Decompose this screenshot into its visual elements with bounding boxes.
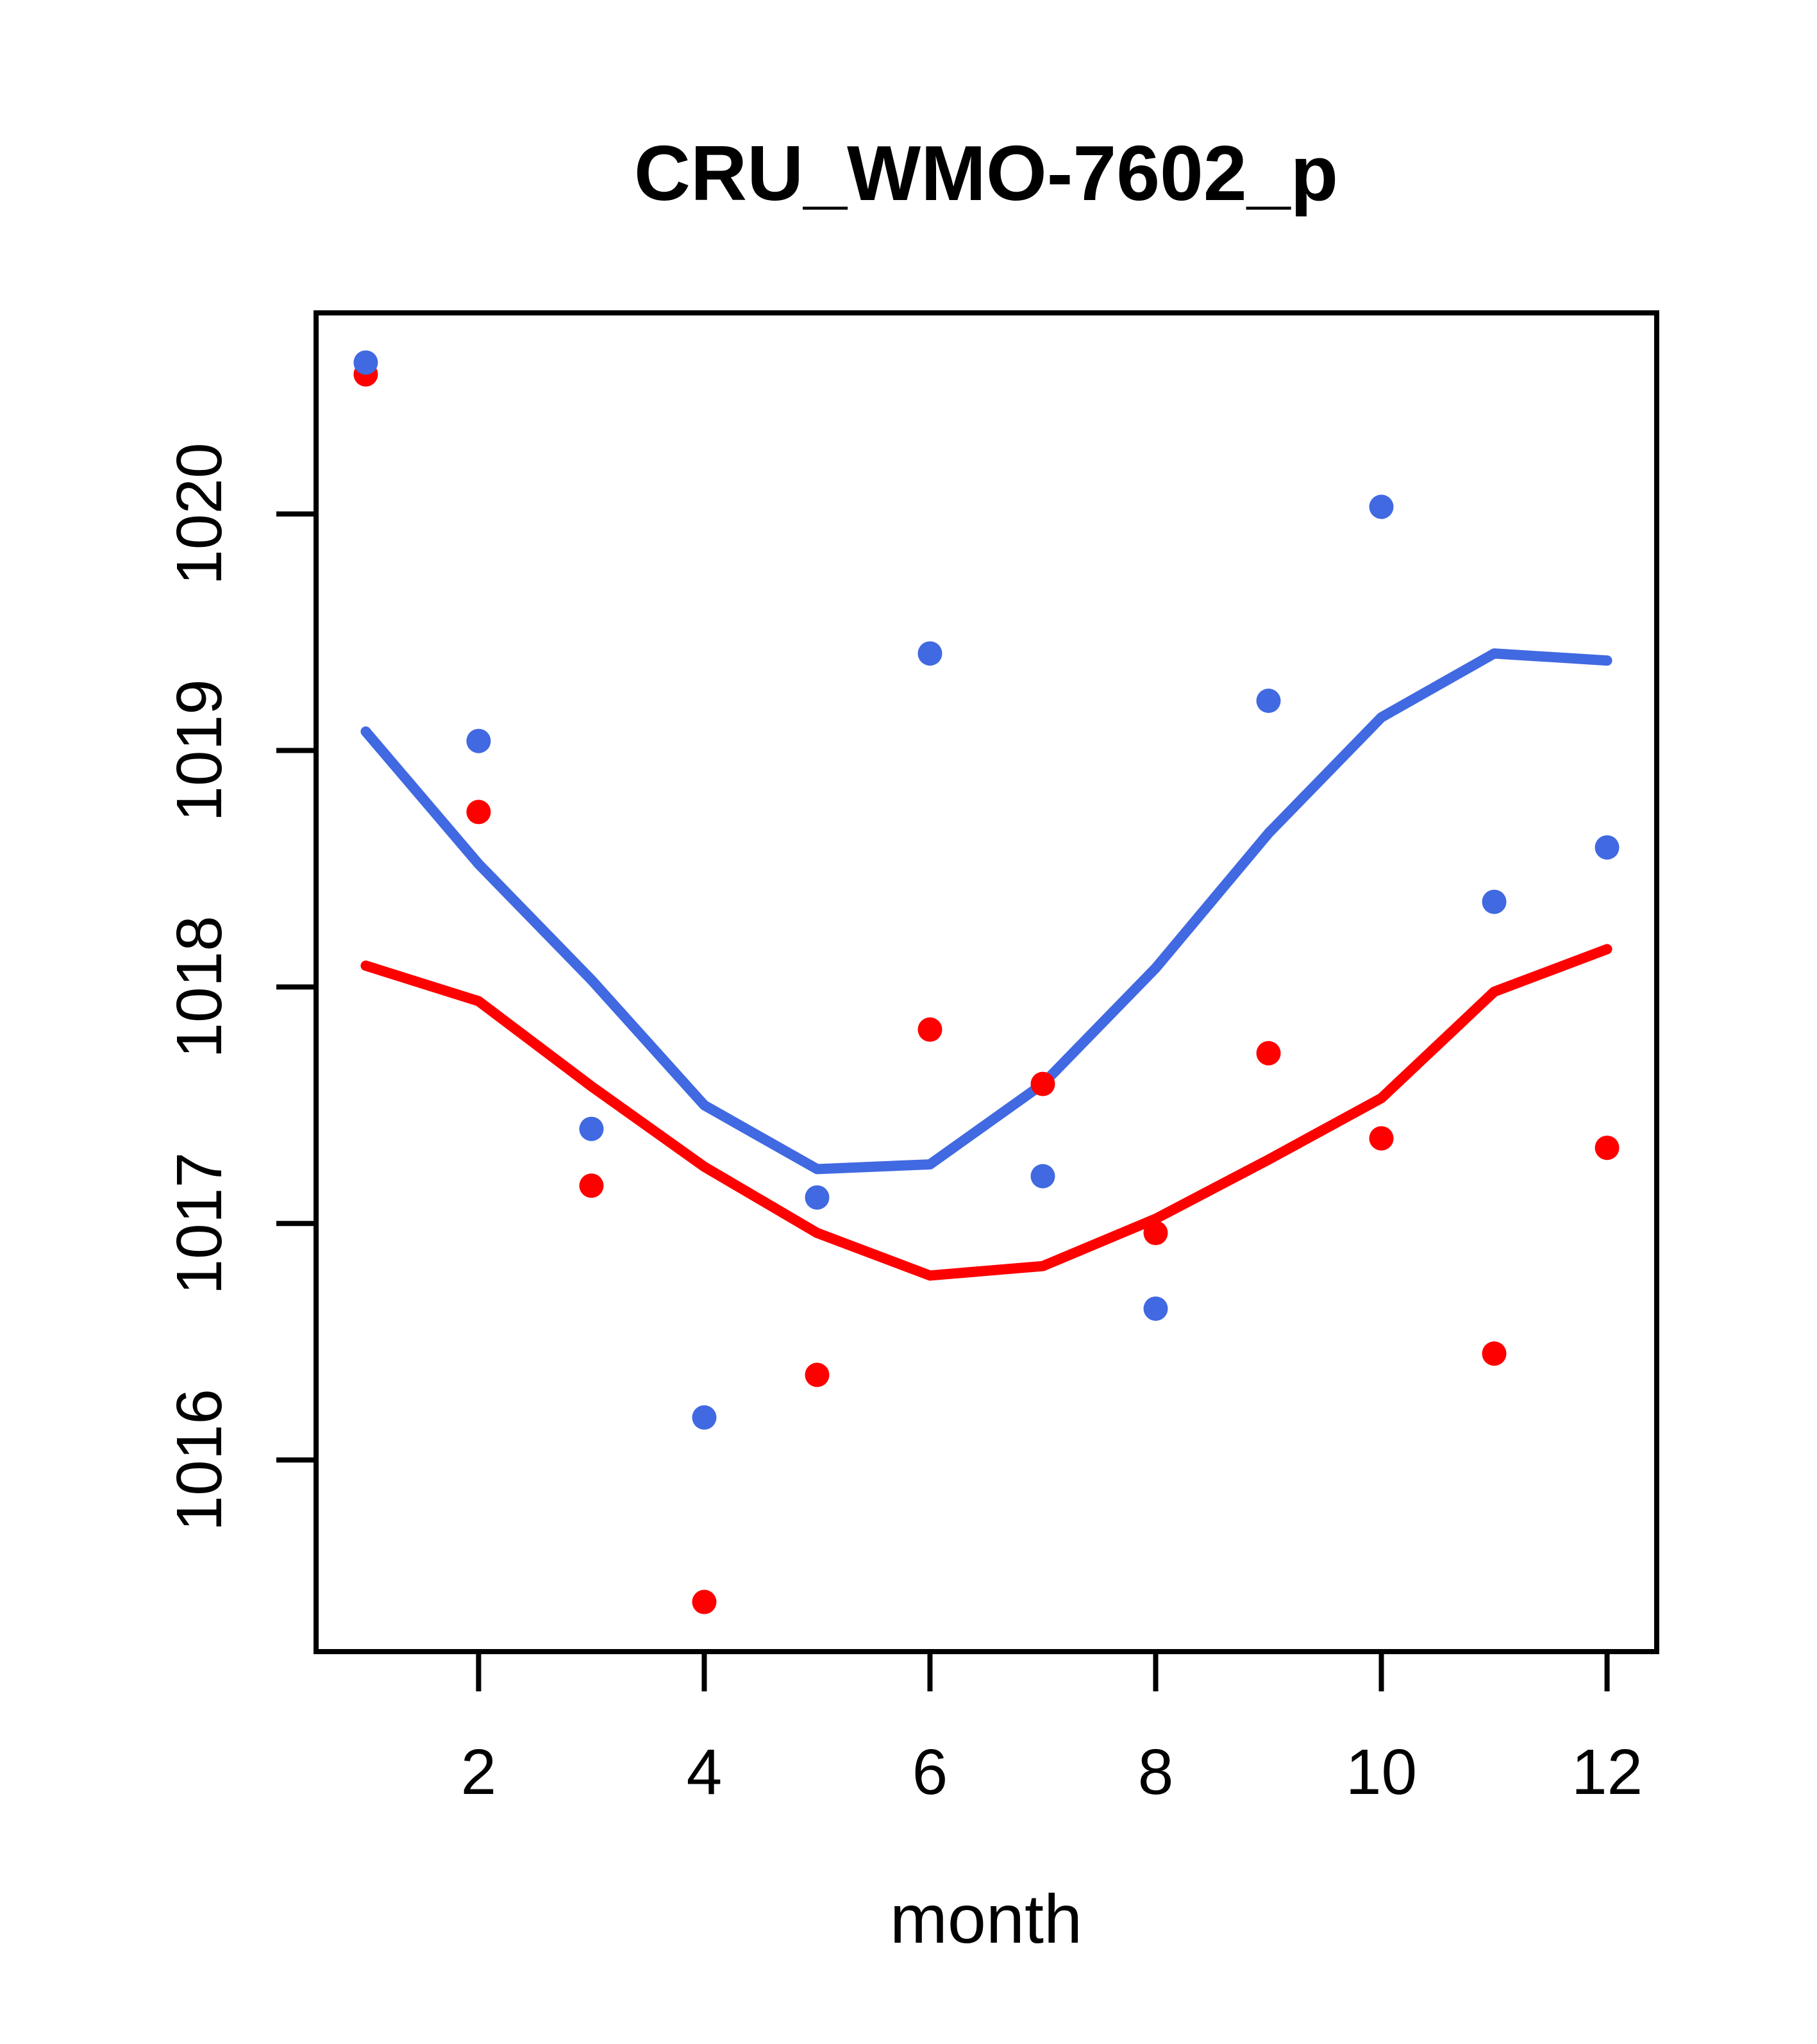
red-points-point <box>1482 1341 1507 1366</box>
x-tick-label: 6 <box>912 1736 948 1808</box>
chart-title: CRU_WMO-7602_p <box>634 130 1338 217</box>
x-tick-label: 4 <box>687 1736 723 1808</box>
red-points-point <box>805 1362 830 1387</box>
blue-points-point <box>1143 1296 1168 1321</box>
x-tick-label: 8 <box>1138 1736 1174 1808</box>
x-tick-label: 12 <box>1571 1736 1643 1808</box>
plot-box <box>314 310 1659 1654</box>
blue-points-point <box>579 1116 604 1141</box>
blue-points-point <box>917 641 942 666</box>
red-points-point <box>692 1589 717 1614</box>
red-points-point <box>1256 1041 1281 1066</box>
red-points-point <box>579 1173 604 1198</box>
red-smooth-line <box>360 944 1612 1281</box>
blue-points-point <box>1256 689 1281 714</box>
red-points-point <box>1143 1221 1168 1246</box>
blue-smooth-line <box>360 648 1612 1175</box>
blue-points-point <box>466 728 491 753</box>
x-tick-label: 2 <box>461 1736 497 1808</box>
x-tick-label: 10 <box>1346 1736 1417 1808</box>
y-tick-label: 1020 <box>163 442 235 585</box>
red-points-point <box>1369 1126 1394 1151</box>
blue-points-point <box>353 350 378 375</box>
blue-points-point <box>1482 889 1507 914</box>
blue-points-point <box>805 1185 830 1210</box>
y-tick-label: 1019 <box>163 679 235 821</box>
blue-points-point <box>1595 835 1620 860</box>
red-points-point <box>1030 1071 1055 1096</box>
plot-area: 2 4 6 8 10 12 1016 1017 1018 1019 1020 <box>163 310 1659 1808</box>
blue-points-point <box>1030 1164 1055 1189</box>
y-tick-label: 1017 <box>163 1152 235 1294</box>
red-points-point <box>1595 1135 1620 1160</box>
blue-points-point <box>1369 494 1394 519</box>
y-tick-label: 1018 <box>163 916 235 1058</box>
red-points-point <box>466 800 491 825</box>
red-points-point <box>917 1017 942 1042</box>
x-axis-label: month <box>890 1880 1082 1957</box>
y-tick-label: 1016 <box>163 1389 235 1531</box>
blue-points-point <box>692 1405 717 1430</box>
